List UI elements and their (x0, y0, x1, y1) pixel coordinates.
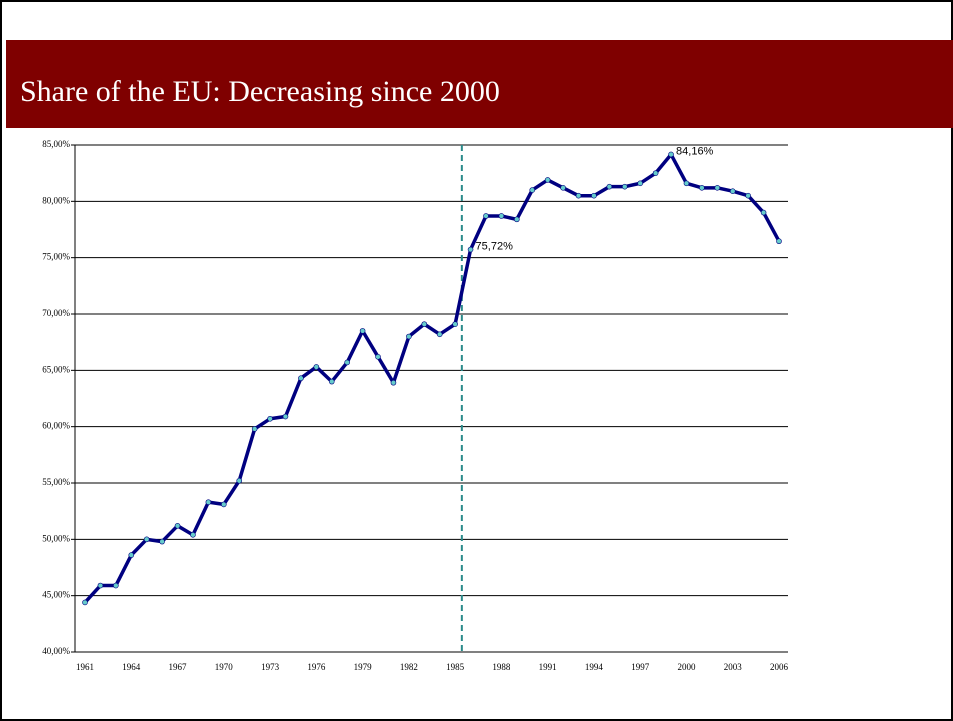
x-tick-label: 1994 (585, 662, 604, 672)
data-point (359, 328, 366, 334)
data-point (128, 552, 135, 558)
data-point (406, 333, 412, 340)
data-point (143, 536, 150, 543)
data-point (683, 180, 690, 187)
data-point (498, 213, 505, 219)
data-point (591, 192, 597, 199)
x-tick-label: 2000 (677, 662, 696, 672)
y-tick-label: 40,00% (42, 646, 70, 656)
data-point (452, 321, 458, 327)
data-point (760, 209, 767, 216)
data-point (313, 364, 320, 370)
chart-title: Share of the EU: Decreasing since 2000 (20, 75, 500, 108)
data-point (205, 499, 212, 505)
title-bar (6, 40, 953, 128)
data-point (113, 582, 119, 589)
data-point (529, 187, 536, 193)
x-tick-label: 1988 (492, 662, 511, 672)
data-point (159, 538, 165, 545)
data-point (467, 246, 474, 253)
data-point (714, 185, 721, 191)
data-point (544, 177, 551, 183)
data-point (483, 213, 489, 219)
y-tick-label: 80,00% (42, 195, 70, 205)
data-point (82, 599, 88, 606)
data-point (344, 359, 350, 366)
y-tick-label: 60,00% (42, 421, 70, 431)
data-line (83, 152, 781, 604)
data-point (729, 188, 736, 194)
data-point (375, 354, 381, 360)
data-point (745, 192, 751, 199)
x-tick-label: 1997 (631, 662, 650, 672)
x-tick-label: 1961 (76, 662, 94, 672)
data-point (190, 532, 196, 538)
data-point (421, 321, 428, 327)
data-point (221, 501, 227, 508)
y-tick-label: 65,00% (42, 364, 70, 374)
data-point (97, 582, 104, 589)
x-tick-label: 2003 (724, 662, 743, 672)
x-tick-label: 1985 (446, 662, 465, 672)
data-point (652, 170, 659, 176)
x-tick-label: 1973 (261, 662, 280, 672)
data-point (436, 331, 443, 338)
data-point (267, 415, 273, 422)
x-tick-label: 1964 (122, 662, 141, 672)
x-tick-label: 1991 (539, 662, 557, 672)
y-tick-label: 50,00% (42, 533, 70, 543)
data-point (514, 216, 520, 223)
data-point (699, 185, 705, 191)
data-point (282, 413, 289, 420)
data-point (236, 477, 243, 484)
y-tick-label: 75,00% (42, 252, 70, 262)
y-tick-label: 85,00% (42, 139, 70, 149)
y-tick-label: 70,00% (42, 308, 70, 318)
data-point (637, 180, 644, 187)
x-tick-label: 1979 (354, 662, 373, 672)
data-point (174, 523, 181, 529)
x-tick-label: 1970 (215, 662, 234, 672)
data-point (251, 426, 258, 432)
data-label: 84,16% (676, 145, 714, 157)
data-point (560, 185, 566, 191)
data-point (606, 183, 613, 190)
data-label: 75,72% (476, 240, 514, 252)
data-point (668, 151, 674, 158)
data-point (776, 238, 782, 245)
data-point (298, 375, 304, 382)
x-tick-label: 1982 (400, 662, 418, 672)
x-tick-label: 2006 (770, 662, 789, 672)
y-tick-label: 55,00% (42, 477, 70, 487)
data-point (328, 378, 335, 385)
data-point (621, 183, 628, 190)
data-point (575, 192, 582, 199)
y-tick-label: 45,00% (42, 590, 70, 600)
data-point (390, 379, 397, 386)
x-tick-label: 1976 (307, 662, 326, 672)
x-tick-label: 1967 (169, 662, 188, 672)
